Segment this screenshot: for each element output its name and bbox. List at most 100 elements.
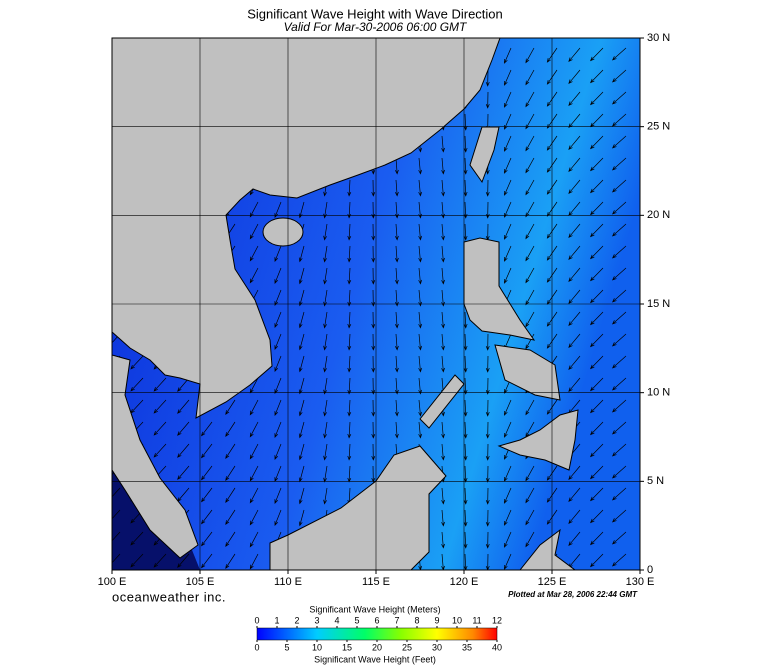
legend-title: Significant Wave Height (Meters)	[309, 604, 440, 614]
arrow	[568, 157, 581, 173]
arrow	[130, 531, 144, 546]
brand: oceanweather inc.	[112, 589, 226, 604]
arrow	[485, 421, 490, 439]
arrow	[441, 421, 445, 439]
arrow	[525, 399, 535, 416]
title: Significant Wave Height with Wave Direct…	[247, 6, 503, 21]
arrow	[323, 487, 328, 505]
arrow	[298, 355, 305, 373]
arrow	[504, 91, 512, 108]
arrow	[201, 531, 213, 547]
arrow	[611, 223, 627, 237]
arrow	[611, 201, 627, 215]
lat-label: 30 N	[647, 32, 670, 44]
arrow	[590, 333, 604, 348]
arrow	[225, 531, 236, 547]
arrow	[441, 443, 445, 461]
arrow	[371, 245, 376, 263]
arrow	[323, 465, 328, 483]
land-hainan	[262, 217, 304, 247]
arrow	[395, 289, 399, 307]
arrow	[395, 157, 399, 175]
feet-tick-label: 10	[312, 642, 322, 652]
arrow	[485, 355, 490, 373]
arrow	[485, 465, 490, 483]
lon-label: 100 E	[98, 576, 127, 588]
arrow	[611, 91, 627, 105]
arrow	[153, 399, 167, 414]
arrow	[611, 487, 627, 501]
arrow	[504, 421, 512, 438]
arrow	[347, 179, 352, 197]
feet-tick-label: 25	[402, 642, 412, 652]
arrow	[525, 311, 535, 328]
arrow	[463, 509, 468, 527]
arrow	[525, 333, 535, 350]
arrow	[485, 531, 490, 549]
arrow	[568, 91, 581, 107]
arrow	[463, 113, 468, 131]
feet-tick-label: 30	[432, 642, 442, 652]
arrow	[568, 487, 581, 503]
arrow	[441, 245, 445, 263]
feet-tick-label: 15	[342, 642, 352, 652]
color-bar	[256, 627, 498, 641]
arrow	[590, 289, 604, 304]
arrow	[371, 223, 376, 241]
arrow	[590, 377, 604, 392]
arrow	[225, 487, 236, 503]
arrow	[463, 333, 468, 351]
arrow	[590, 443, 604, 458]
arrow	[463, 399, 468, 417]
arrow	[274, 443, 282, 460]
arrow	[177, 553, 190, 568]
arrow	[395, 267, 399, 285]
arrow	[568, 289, 581, 305]
arrow	[371, 355, 376, 373]
arrow	[371, 421, 376, 439]
land-sulawesi	[519, 528, 576, 570]
arrow	[298, 333, 305, 351]
arrow	[611, 135, 627, 149]
arrow	[611, 157, 627, 171]
arrow	[525, 509, 535, 526]
arrow	[568, 377, 581, 393]
arrow	[298, 267, 305, 285]
arrow	[611, 443, 627, 457]
arrow	[249, 421, 259, 438]
arrow	[504, 553, 512, 570]
arrow	[504, 465, 512, 482]
arrow	[201, 465, 213, 481]
arrow	[590, 421, 604, 436]
arrow	[347, 465, 352, 483]
arrow	[485, 443, 490, 461]
arrow	[274, 509, 282, 526]
arrow	[441, 355, 445, 373]
arrow	[153, 377, 167, 392]
arrow	[418, 245, 423, 263]
arrow	[568, 465, 581, 481]
arrow	[418, 289, 423, 307]
arrow	[112, 553, 121, 564]
meter-tick-label: 11	[472, 615, 481, 625]
land-borneo	[269, 445, 447, 570]
meter-tick-label: 7	[394, 615, 399, 625]
lon-label: 105 E	[186, 576, 215, 588]
arrow	[347, 355, 352, 373]
arrow	[249, 267, 259, 284]
arrow	[130, 553, 144, 568]
arrow	[323, 333, 328, 351]
arrow	[441, 223, 445, 241]
feet-tick-label: 0	[254, 642, 259, 652]
arrow	[590, 47, 604, 62]
arrow	[274, 245, 282, 262]
arrow	[568, 509, 581, 525]
arrow	[568, 179, 581, 195]
arrow	[298, 399, 305, 417]
arrow	[418, 311, 423, 329]
lat-label: 15 N	[647, 298, 670, 310]
arrow	[225, 465, 236, 481]
arrow	[371, 443, 376, 461]
arrow	[177, 443, 190, 458]
